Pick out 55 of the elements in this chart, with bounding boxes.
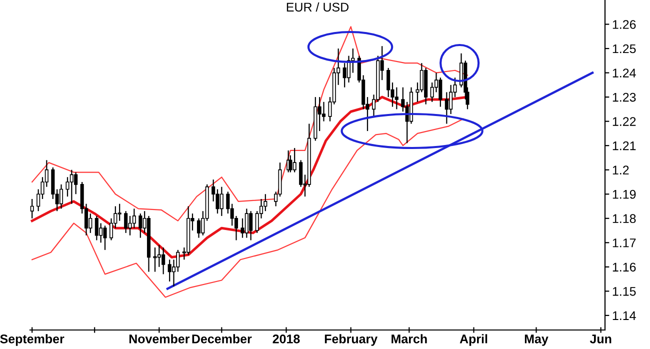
x-tick-label: December [192, 334, 252, 344]
y-tick-label: 1.25 [612, 44, 636, 54]
y-tick-label: 1.23 [612, 92, 636, 102]
candlestick [438, 77, 442, 108]
candlestick [74, 172, 78, 195]
x-tick-label: September [0, 334, 64, 346]
candlestick [346, 55, 351, 84]
candlestick [342, 62, 346, 88]
candlestick [103, 225, 107, 250]
candlestick [30, 198, 34, 219]
candlestick [59, 184, 64, 210]
candlestick [386, 67, 390, 98]
candlestick [299, 160, 303, 188]
candlestick [168, 259, 172, 282]
x-tick-label: April [460, 334, 488, 346]
x-tick-label: Jun [590, 334, 612, 344]
y-tick-label: 1.16 [612, 262, 636, 272]
candlestick [157, 244, 161, 268]
candlestick [244, 208, 248, 238]
candlestick [118, 203, 122, 222]
y-tick-label: 1.18 [612, 214, 636, 224]
candlestick [94, 215, 98, 241]
candlestick [138, 212, 142, 238]
y-tick-label: 1.22 [612, 117, 636, 126]
candlestick [196, 218, 201, 238]
candlestick [292, 147, 296, 173]
candlestick [70, 169, 74, 204]
candlestick [220, 186, 224, 217]
candlestick [124, 210, 128, 234]
y-tick-label: 1.19 [612, 190, 636, 199]
candlestick [394, 86, 398, 110]
y-tick-label: 1.15 [612, 287, 636, 296]
candlestick [288, 154, 292, 173]
y-tick-label: 1.14 [612, 311, 636, 320]
chart-title: EUR / USD [286, 2, 349, 12]
candlestick [449, 84, 453, 115]
y-tick-label: 1.24 [612, 68, 636, 78]
y-tick-label: 1.2 [612, 166, 629, 174]
x-tick-label: November [129, 334, 190, 344]
x-tick-label: March [392, 334, 427, 344]
candlestick [132, 208, 136, 229]
x-tick-label: May [524, 334, 548, 346]
y-tick-label: 1.26 [612, 20, 636, 29]
candlestick [153, 246, 157, 272]
candlestick [322, 101, 326, 122]
x-tick-label: February [324, 334, 378, 346]
y-tick-label: 1.21 [612, 141, 636, 150]
y-tick-label: 1.17 [612, 238, 636, 248]
line-series [32, 26, 468, 222]
candlestick [162, 246, 166, 275]
candlestick [444, 92, 448, 124]
candlestick [249, 210, 253, 241]
x-tick-label: 2018 [272, 334, 300, 344]
line-series [32, 118, 464, 298]
candlestick [88, 212, 92, 234]
